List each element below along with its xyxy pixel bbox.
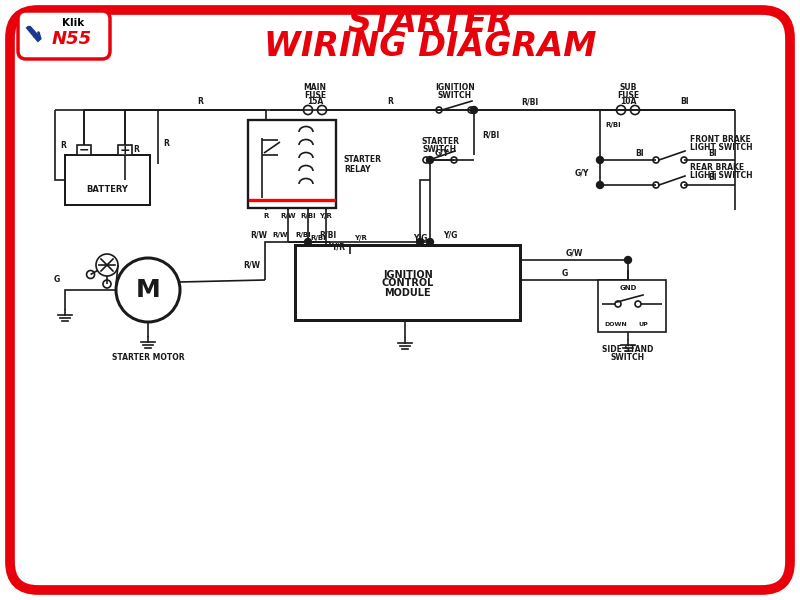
Circle shape bbox=[426, 238, 434, 245]
Circle shape bbox=[470, 107, 478, 113]
Text: BI: BI bbox=[681, 97, 690, 107]
Text: Y/R: Y/R bbox=[331, 242, 345, 251]
Text: STARTER: STARTER bbox=[344, 154, 382, 163]
Circle shape bbox=[625, 257, 631, 263]
Text: WIRING DIAGRAM: WIRING DIAGRAM bbox=[264, 31, 596, 64]
Text: R/W: R/W bbox=[280, 213, 296, 219]
Text: R/BI: R/BI bbox=[300, 213, 316, 219]
Text: RELAY: RELAY bbox=[344, 164, 370, 173]
Text: SUB: SUB bbox=[619, 83, 637, 92]
Text: SWITCH: SWITCH bbox=[611, 353, 645, 362]
Text: R/W: R/W bbox=[272, 232, 288, 238]
Text: Y/G: Y/G bbox=[443, 230, 457, 239]
Text: STARTER: STARTER bbox=[421, 137, 459, 146]
Text: BI: BI bbox=[709, 173, 718, 182]
Text: R/BI: R/BI bbox=[295, 232, 311, 238]
Text: G/W: G/W bbox=[566, 248, 582, 257]
Text: FUSE: FUSE bbox=[304, 91, 326, 100]
Text: R/BI: R/BI bbox=[319, 230, 337, 239]
FancyBboxPatch shape bbox=[18, 11, 110, 59]
Text: R: R bbox=[133, 145, 139, 154]
Text: Y/G: Y/G bbox=[413, 233, 427, 242]
Text: R: R bbox=[197, 97, 203, 107]
Circle shape bbox=[597, 157, 603, 163]
Text: R/W: R/W bbox=[243, 260, 260, 269]
Text: MODULE: MODULE bbox=[384, 287, 431, 298]
Text: 10A: 10A bbox=[620, 97, 636, 107]
Text: REAR BRAKE: REAR BRAKE bbox=[690, 163, 744, 172]
Text: SWITCH: SWITCH bbox=[423, 145, 457, 154]
Text: MAIN: MAIN bbox=[303, 83, 326, 92]
Text: −: − bbox=[78, 143, 90, 157]
FancyBboxPatch shape bbox=[118, 145, 132, 155]
Text: BI: BI bbox=[636, 148, 644, 157]
FancyBboxPatch shape bbox=[295, 245, 520, 320]
Text: BATTERY: BATTERY bbox=[86, 185, 128, 194]
Text: IGNITION: IGNITION bbox=[435, 83, 475, 92]
FancyBboxPatch shape bbox=[248, 120, 336, 208]
Text: R/W: R/W bbox=[250, 230, 267, 239]
FancyBboxPatch shape bbox=[598, 280, 666, 332]
Text: GND: GND bbox=[619, 285, 637, 291]
Text: IGNITION: IGNITION bbox=[382, 269, 432, 280]
Text: FRONT BRAKE: FRONT BRAKE bbox=[690, 136, 750, 145]
Text: UP: UP bbox=[638, 322, 648, 326]
Text: R: R bbox=[163, 139, 169, 148]
FancyBboxPatch shape bbox=[10, 10, 790, 590]
Circle shape bbox=[426, 157, 434, 163]
Text: STARTER: STARTER bbox=[347, 7, 513, 40]
Text: STARTER MOTOR: STARTER MOTOR bbox=[112, 352, 184, 361]
Text: N55: N55 bbox=[52, 30, 92, 48]
Text: R: R bbox=[387, 97, 393, 107]
Text: G: G bbox=[54, 275, 60, 284]
Text: R: R bbox=[60, 140, 66, 149]
Text: LIGHT SWITCH: LIGHT SWITCH bbox=[690, 143, 753, 152]
Text: BI: BI bbox=[709, 148, 718, 157]
Text: CONTROL: CONTROL bbox=[382, 277, 434, 287]
Circle shape bbox=[305, 238, 311, 245]
FancyBboxPatch shape bbox=[77, 145, 91, 155]
FancyBboxPatch shape bbox=[65, 155, 150, 205]
Text: G/Y: G/Y bbox=[435, 148, 449, 157]
Text: DOWN: DOWN bbox=[605, 322, 627, 326]
Text: Klik: Klik bbox=[62, 18, 84, 28]
Text: Y/R: Y/R bbox=[319, 213, 333, 219]
Text: M: M bbox=[136, 278, 160, 302]
Text: G/Y: G/Y bbox=[575, 169, 589, 178]
Text: R/BI: R/BI bbox=[522, 97, 538, 107]
Circle shape bbox=[597, 181, 603, 188]
Text: SIDE STAND: SIDE STAND bbox=[602, 346, 654, 355]
Text: G: G bbox=[562, 269, 568, 277]
Text: LIGHT SWITCH: LIGHT SWITCH bbox=[690, 170, 753, 179]
Text: R/BI: R/BI bbox=[310, 235, 326, 241]
Text: SWITCH: SWITCH bbox=[438, 91, 472, 100]
Text: Y/R: Y/R bbox=[354, 235, 367, 241]
Text: 15A: 15A bbox=[307, 97, 323, 107]
Text: FUSE: FUSE bbox=[617, 91, 639, 100]
Text: R: R bbox=[263, 213, 269, 219]
Text: +: + bbox=[120, 143, 130, 157]
Text: R/BI: R/BI bbox=[482, 130, 499, 139]
Circle shape bbox=[417, 238, 423, 245]
Text: R/BI: R/BI bbox=[605, 122, 621, 128]
